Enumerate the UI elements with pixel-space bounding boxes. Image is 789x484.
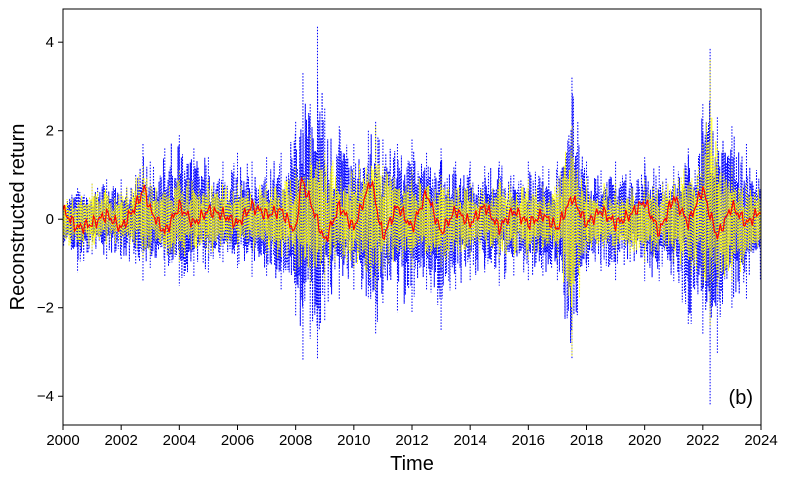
- x-tick-label: 2006: [221, 432, 254, 449]
- y-axis-label: Reconstructed return: [7, 124, 29, 311]
- panel-annotation: (b): [729, 387, 753, 409]
- x-tick-label: 2014: [453, 432, 486, 449]
- y-tick-label: 2: [46, 123, 54, 140]
- x-tick-label: 2020: [628, 432, 661, 449]
- x-axis: 2000 2002 2004 2006 2008 2010 2012 2014 2016 2018…: [46, 425, 778, 449]
- x-tick-label: 2004: [163, 432, 196, 449]
- x-tick-label: 2008: [279, 432, 312, 449]
- x-tick-label: 2018: [570, 432, 603, 449]
- plot-area: [62, 26, 762, 406]
- x-axis-label: Time: [390, 453, 434, 475]
- x-tick-label: 2012: [395, 432, 428, 449]
- x-tick-label: 2024: [744, 432, 777, 449]
- y-tick-label: −2: [37, 300, 54, 317]
- y-axis: −4 −2 0 2 4: [37, 34, 63, 405]
- y-tick-label: 4: [46, 34, 54, 51]
- x-tick-label: 2022: [686, 432, 719, 449]
- y-tick-label: −4: [37, 388, 54, 405]
- series-red-line: [62, 176, 762, 243]
- y-tick-label: 0: [46, 211, 54, 228]
- x-tick-label: 2002: [104, 432, 137, 449]
- x-tick-label: 2016: [512, 432, 545, 449]
- x-tick-label: 2000: [46, 432, 79, 449]
- x-tick-label: 2010: [337, 432, 370, 449]
